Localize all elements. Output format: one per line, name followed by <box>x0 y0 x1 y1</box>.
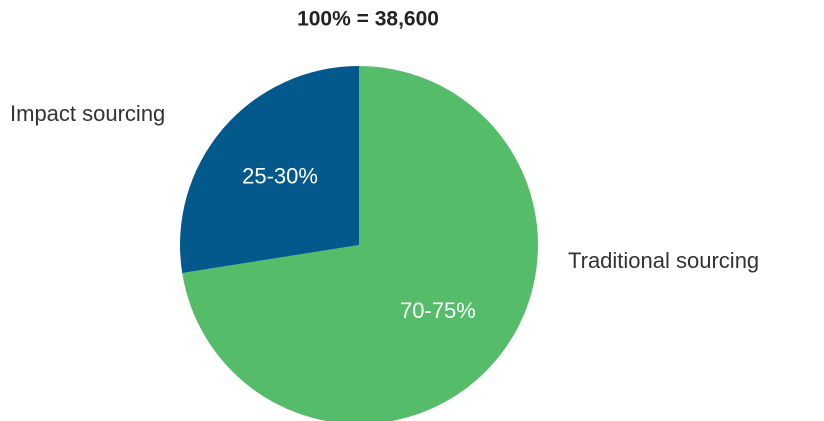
chart-title: 100% = 38,600 <box>297 8 439 31</box>
pie-slice <box>179 66 359 274</box>
pie-slice <box>182 66 538 421</box>
value-label: 25-30% <box>242 163 318 188</box>
category-label: Traditional sourcing <box>568 248 759 273</box>
category-label: Impact sourcing <box>10 101 165 126</box>
value-label: 70-75% <box>400 298 476 323</box>
